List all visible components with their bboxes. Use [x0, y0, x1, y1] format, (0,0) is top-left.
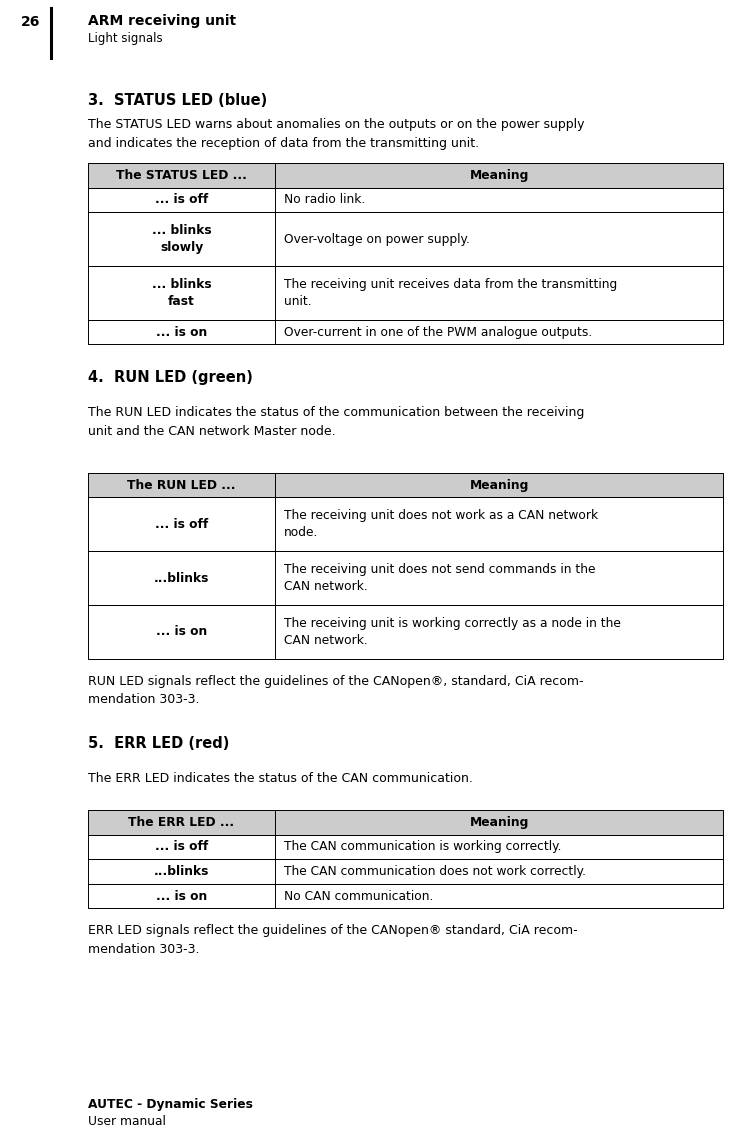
- Bar: [88, 266, 723, 319]
- Text: Over-voltage on power supply.: Over-voltage on power supply.: [284, 232, 470, 246]
- Text: ... is on: ... is on: [156, 890, 207, 902]
- Bar: [88, 163, 723, 188]
- Bar: [88, 188, 723, 212]
- Text: The ERR LED ...: The ERR LED ...: [129, 815, 234, 829]
- Bar: [88, 835, 723, 859]
- Text: Meaning: Meaning: [469, 479, 529, 491]
- Text: ... blinks
fast: ... blinks fast: [152, 278, 211, 308]
- Text: The receiving unit does not work as a CAN network
node.: The receiving unit does not work as a CA…: [284, 510, 598, 539]
- Bar: [88, 551, 723, 605]
- Bar: [88, 473, 723, 497]
- Text: 26: 26: [21, 15, 40, 29]
- Bar: [88, 497, 723, 551]
- Bar: [88, 319, 723, 345]
- Text: ... blinks
slowly: ... blinks slowly: [152, 224, 211, 254]
- Text: The receiving unit is working correctly as a node in the
CAN network.: The receiving unit is working correctly …: [284, 617, 621, 647]
- Bar: [88, 212, 723, 266]
- Text: Meaning: Meaning: [469, 168, 529, 182]
- Text: User manual: User manual: [88, 1115, 166, 1128]
- Text: The CAN communication does not work correctly.: The CAN communication does not work corr…: [284, 864, 586, 878]
- Text: ...blinks: ...blinks: [154, 571, 209, 585]
- Text: The CAN communication is working correctly.: The CAN communication is working correct…: [284, 840, 562, 853]
- Text: The receiving unit does not send commands in the
CAN network.: The receiving unit does not send command…: [284, 563, 596, 593]
- Text: ... is off: ... is off: [155, 840, 208, 853]
- Text: 3.  STATUS LED (blue): 3. STATUS LED (blue): [88, 93, 267, 108]
- Text: ARM receiving unit: ARM receiving unit: [88, 14, 236, 27]
- Text: ...blinks: ...blinks: [154, 864, 209, 878]
- Text: The STATUS LED warns about anomalies on the outputs or on the power supply
and i: The STATUS LED warns about anomalies on …: [88, 118, 584, 150]
- Text: ... is on: ... is on: [156, 325, 207, 339]
- Text: No CAN communication.: No CAN communication.: [284, 890, 434, 902]
- Text: 5.  ERR LED (red): 5. ERR LED (red): [88, 735, 229, 750]
- Bar: [88, 859, 723, 884]
- Text: ... is on: ... is on: [156, 625, 207, 639]
- Bar: [88, 884, 723, 908]
- Text: ... is off: ... is off: [155, 518, 208, 531]
- Text: The receiving unit receives data from the transmitting
unit.: The receiving unit receives data from th…: [284, 278, 618, 308]
- Text: The STATUS LED ...: The STATUS LED ...: [116, 168, 247, 182]
- Text: RUN LED signals reflect the guidelines of the CANopen®, standard, CiA recom-
men: RUN LED signals reflect the guidelines o…: [88, 674, 583, 706]
- Text: Over-current in one of the PWM analogue outputs.: Over-current in one of the PWM analogue …: [284, 325, 592, 339]
- Text: ERR LED signals reflect the guidelines of the CANopen® standard, CiA recom-
mend: ERR LED signals reflect the guidelines o…: [88, 924, 577, 956]
- Text: Light signals: Light signals: [88, 32, 162, 45]
- Bar: [88, 810, 723, 835]
- Text: 4.  RUN LED (green): 4. RUN LED (green): [88, 370, 253, 385]
- Text: Meaning: Meaning: [469, 815, 529, 829]
- Text: The ERR LED indicates the status of the CAN communication.: The ERR LED indicates the status of the …: [88, 772, 472, 785]
- Text: ... is off: ... is off: [155, 194, 208, 206]
- Text: The RUN LED indicates the status of the communication between the receiving
unit: The RUN LED indicates the status of the …: [88, 406, 584, 437]
- Bar: [88, 605, 723, 658]
- Text: The RUN LED ...: The RUN LED ...: [127, 479, 236, 491]
- Text: No radio link.: No radio link.: [284, 194, 365, 206]
- Text: AUTEC - Dynamic Series: AUTEC - Dynamic Series: [88, 1098, 253, 1111]
